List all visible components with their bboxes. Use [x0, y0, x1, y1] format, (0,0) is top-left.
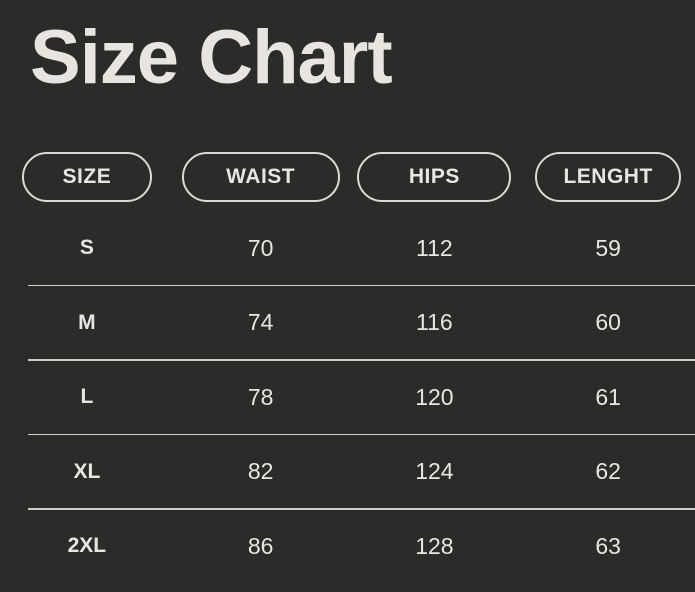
table-row-s: S 70 112 59 [0, 212, 695, 285]
waist-cell: 74 [247, 309, 274, 336]
table-row-l: L 78 120 61 [0, 361, 695, 434]
page-title: Size Chart [30, 15, 393, 100]
column-header-length-label: LENGHT [563, 164, 653, 188]
length-cell: 63 [595, 532, 621, 559]
table-row-2xl: 2XL 86 128 63 [0, 510, 695, 583]
waist-cell: 78 [247, 383, 274, 410]
header-col-size: SIZE [0, 151, 174, 202]
column-header-hips: HIPS [357, 151, 512, 202]
hips-cell: 120 [415, 383, 454, 410]
column-header-waist-label: WAIST [226, 164, 296, 188]
column-header-waist: WAIST [181, 151, 340, 202]
table-header: SIZE WAIST HIPS LENGHT [0, 151, 695, 202]
size-cell: XL [73, 459, 101, 483]
length-cell: 61 [595, 383, 621, 410]
size-cell: S [79, 236, 94, 260]
length-cell: 60 [595, 309, 621, 336]
hips-cell: 116 [416, 309, 453, 336]
header-col-length: LENGHT [521, 151, 695, 202]
size-cell: 2XL [67, 534, 107, 558]
hips-cell: 124 [415, 458, 454, 485]
column-header-hips-label: HIPS [408, 164, 460, 188]
table-body: S 70 112 59 M 74 116 60 L 78 120 61 XL 8… [0, 212, 695, 583]
table-row-m: M 74 116 60 [0, 286, 695, 359]
row-divider [28, 508, 695, 510]
column-header-size: SIZE [21, 151, 152, 202]
size-cell: L [80, 385, 94, 409]
table-row-xl: XL 82 124 62 [0, 435, 695, 508]
row-divider [28, 433, 695, 436]
size-chart-page: Size Chart SIZE WAIST HIPS LENGHT S 70 [0, 16, 695, 583]
header-col-hips: HIPS [348, 151, 522, 202]
waist-cell: 70 [247, 234, 274, 261]
length-cell: 59 [595, 234, 621, 261]
hips-cell: 112 [416, 234, 453, 261]
waist-cell: 82 [247, 458, 274, 485]
waist-cell: 86 [247, 532, 274, 559]
row-divider [28, 284, 695, 287]
size-cell: M [78, 310, 96, 334]
header-col-waist: WAIST [174, 151, 348, 202]
row-divider [28, 359, 695, 361]
column-header-length: LENGHT [535, 151, 682, 202]
hips-cell: 128 [415, 532, 454, 559]
column-header-size-label: SIZE [62, 164, 112, 188]
length-cell: 62 [595, 458, 621, 485]
